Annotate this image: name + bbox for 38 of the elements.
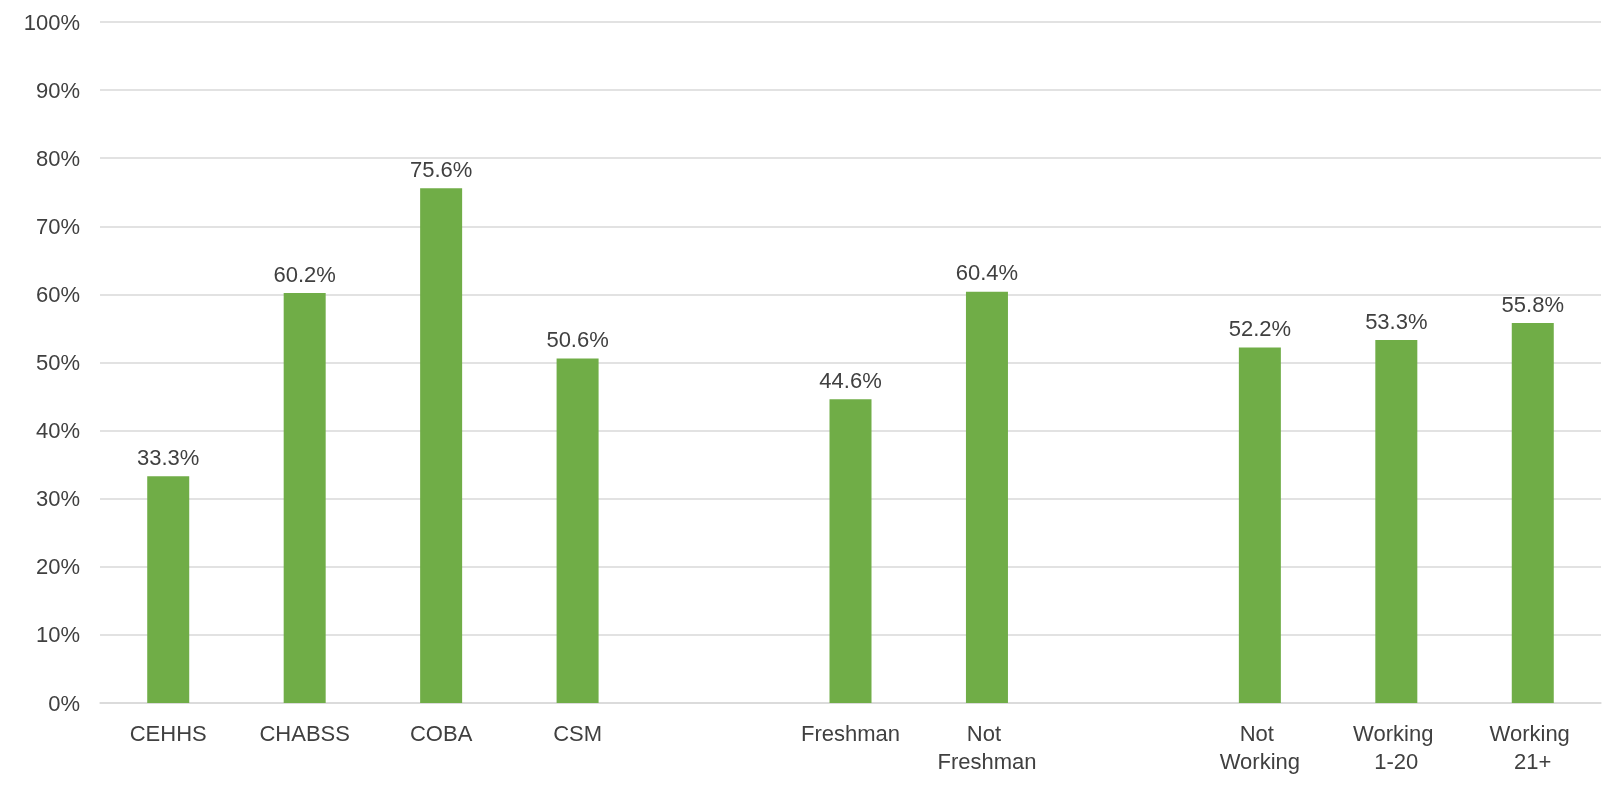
data-label: 60.4% [955, 260, 1019, 286]
y-tick-label: 90% [35, 77, 80, 103]
x-tick-label: Working 1-20 [1353, 720, 1440, 774]
x-tick-label: Working 21+ [1489, 720, 1576, 774]
x-tick-label: Freshman [800, 720, 901, 746]
bar [1511, 323, 1554, 703]
y-tick-label: 60% [35, 281, 80, 307]
data-label: 44.6% [819, 367, 882, 393]
x-tick-label: CHABSS [259, 720, 350, 746]
bar [556, 358, 599, 703]
bar [147, 476, 190, 703]
y-tick-label: 30% [35, 486, 80, 512]
data-label: 53.3% [1365, 308, 1428, 334]
x-tick-label: CSM [553, 720, 603, 746]
bar [965, 291, 1008, 703]
x-tick-label: Not Working [1219, 720, 1301, 774]
x-tick-label: COBA [409, 720, 473, 746]
data-label: 75.6% [409, 156, 473, 182]
y-tick-label: 40% [35, 418, 80, 444]
x-tick-label: Not Freshman [937, 720, 1037, 774]
data-label: 50.6% [546, 326, 609, 352]
bar [1238, 347, 1281, 703]
data-label: 60.2% [273, 261, 336, 287]
data-label: 55.8% [1501, 291, 1564, 317]
bar [829, 399, 872, 703]
y-tick-label: 50% [35, 350, 80, 375]
y-tick-label: 80% [35, 145, 80, 171]
y-tick-label: 10% [35, 622, 80, 648]
x-tick-label: CEHHS [129, 720, 207, 746]
y-tick-label: 70% [35, 213, 80, 239]
bar [283, 293, 326, 703]
data-label: 33.3% [137, 444, 200, 470]
y-tick-label: 20% [35, 554, 80, 580]
y-tick-label: 0% [48, 690, 80, 716]
bar [1375, 340, 1418, 703]
y-tick-label: 100% [23, 9, 80, 35]
data-label: 52.2% [1228, 316, 1292, 342]
bar [420, 188, 463, 703]
